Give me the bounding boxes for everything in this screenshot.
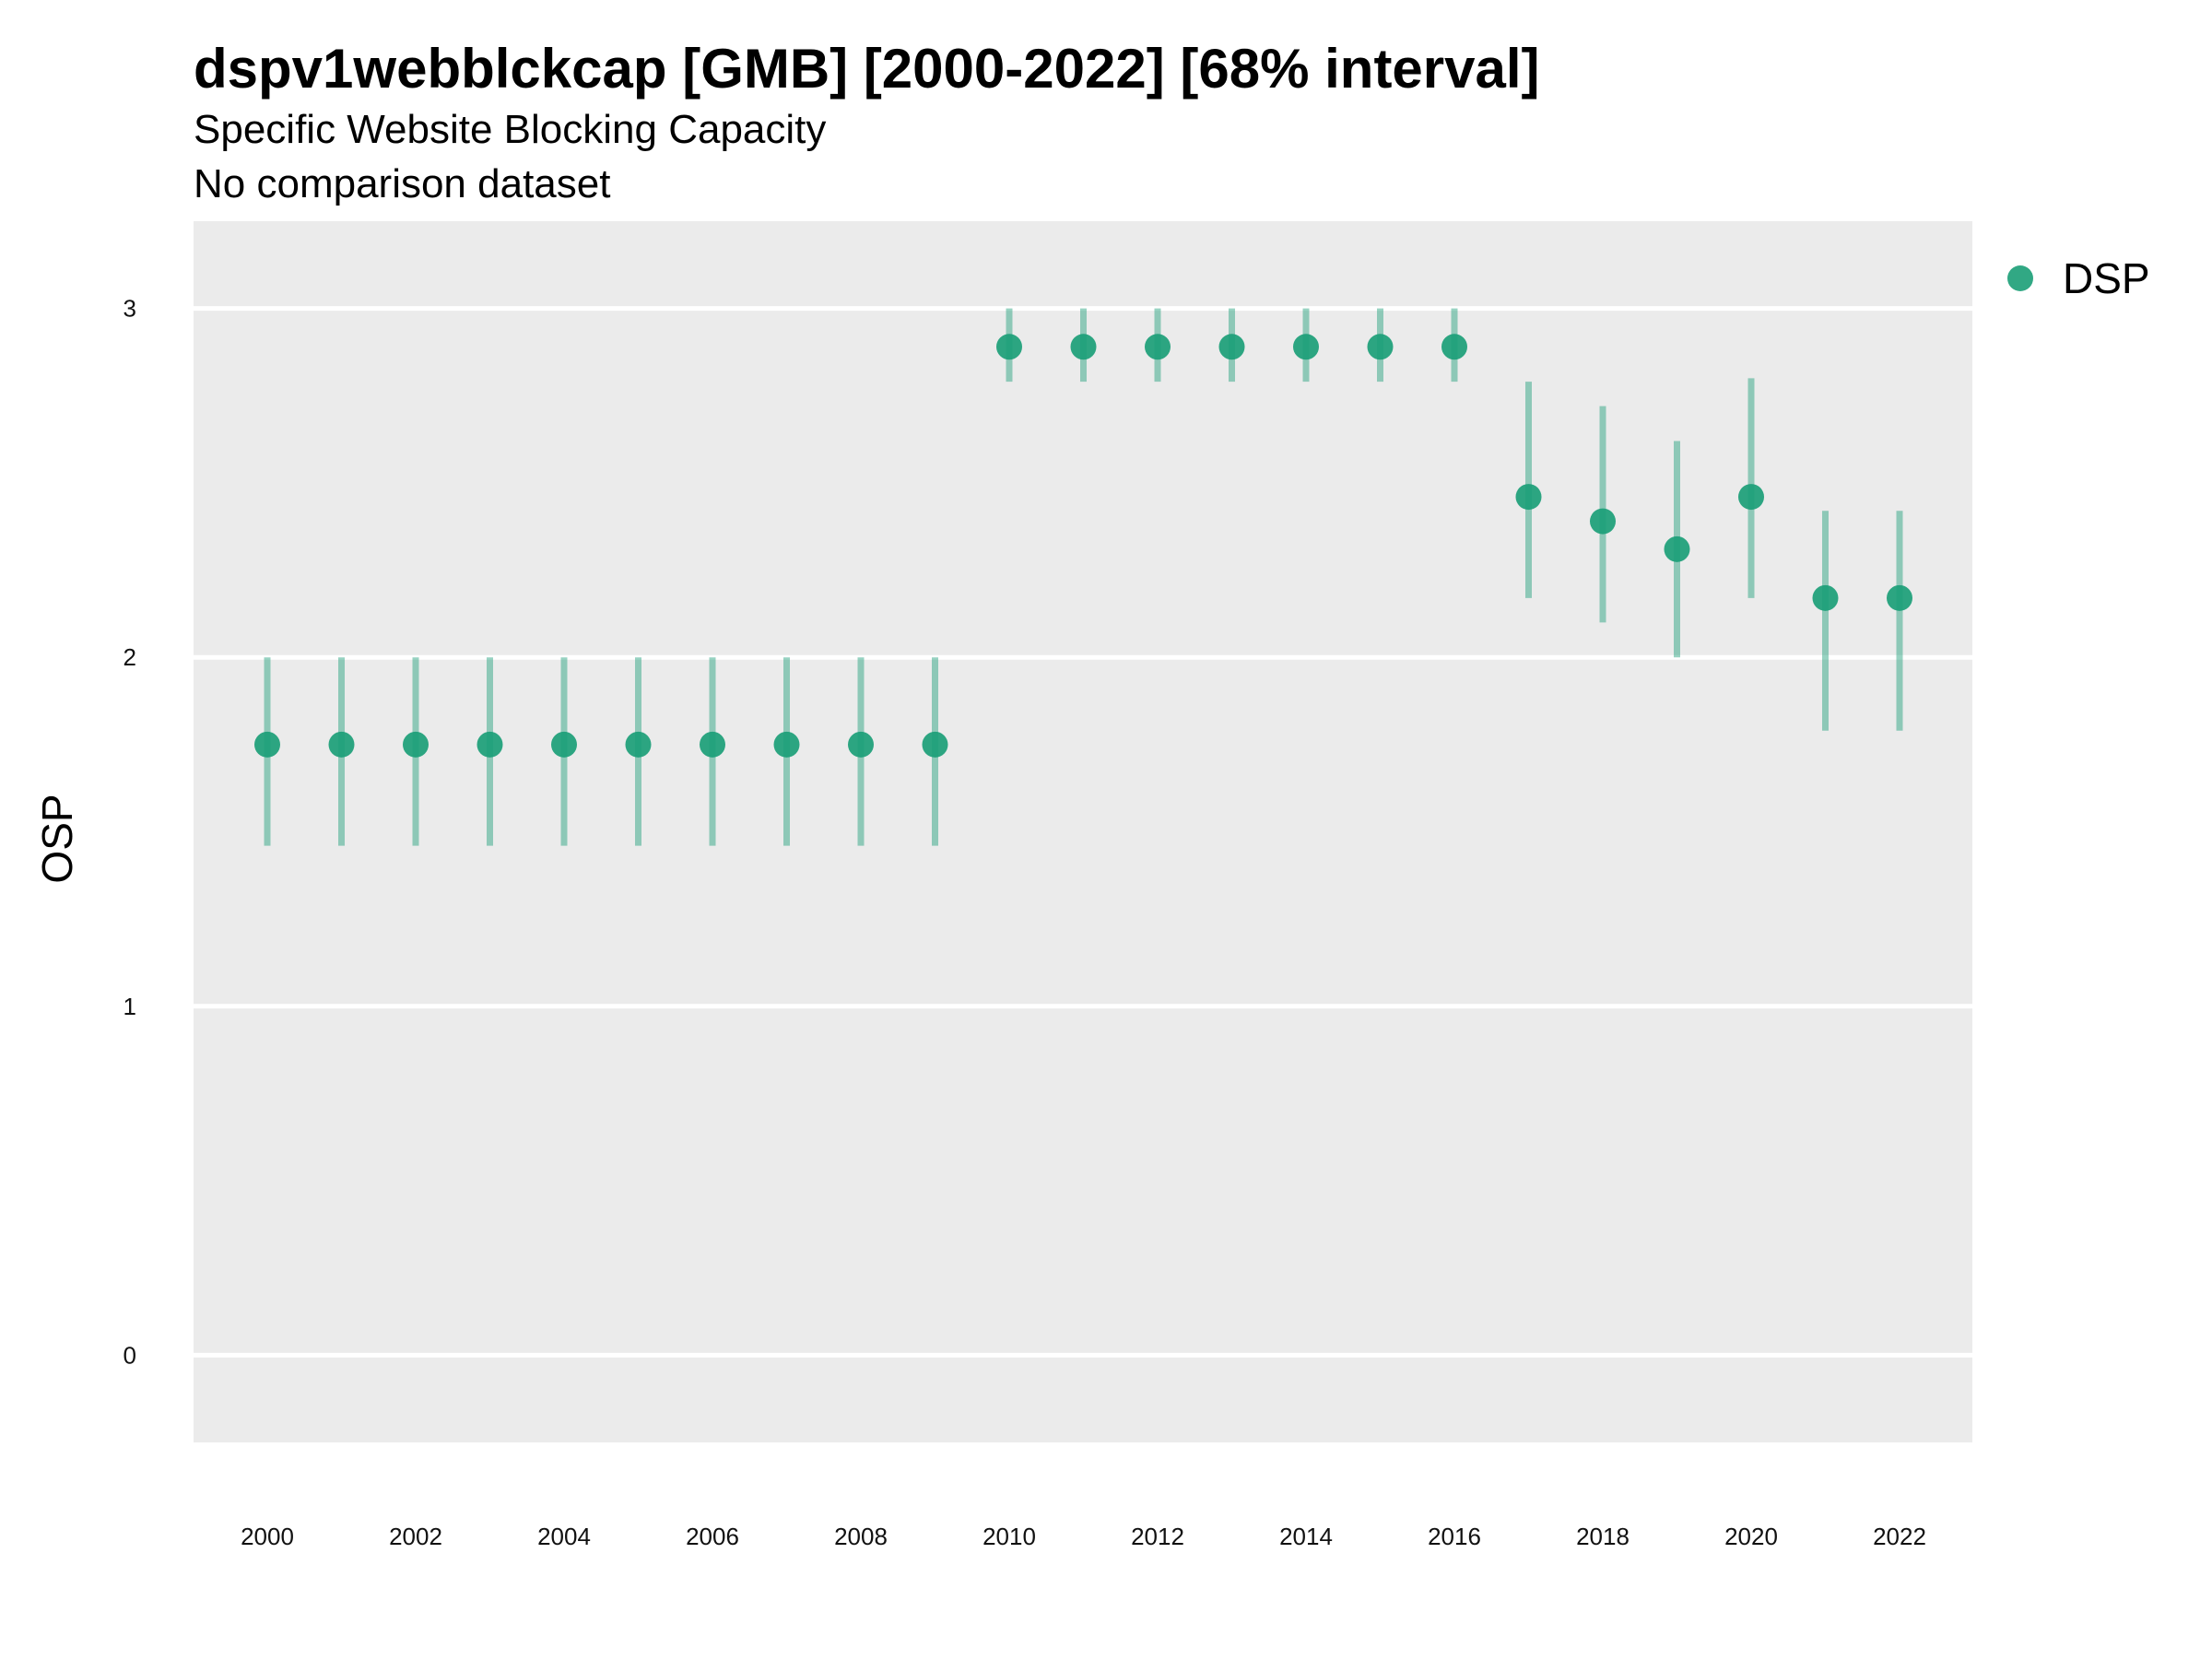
x-tick-label: 2006 [686, 1523, 739, 1550]
y-tick-label: 1 [124, 993, 136, 1020]
data-point [700, 731, 725, 758]
data-point [403, 731, 429, 758]
plot-panel [194, 221, 1972, 1442]
y-axis-label: OSP [33, 794, 81, 883]
chart-caption: No comparison dataset [194, 161, 610, 206]
data-point [1293, 334, 1319, 360]
chart-subtitle: Specific Website Blocking Capacity [194, 107, 826, 152]
data-point [1367, 334, 1394, 360]
x-tick-label: 2020 [1724, 1523, 1778, 1550]
data-point [1887, 584, 1912, 611]
y-tick-label: 3 [124, 295, 136, 323]
data-point [1218, 334, 1245, 360]
data-point [1664, 535, 1690, 562]
data-point [1812, 584, 1839, 611]
x-tick-label: 2014 [1279, 1523, 1333, 1550]
data-point [996, 334, 1022, 360]
gridlines [153, 306, 1972, 1358]
legend: DSP [2007, 254, 2150, 302]
y-axis-ticks: 0 1 2 3 [124, 295, 136, 1370]
data-point [1145, 334, 1171, 360]
x-tick-label: 2004 [537, 1523, 591, 1550]
data-point [1515, 484, 1542, 511]
x-tick-label: 2010 [982, 1523, 1036, 1550]
data-point [477, 731, 503, 758]
y-tick-label: 0 [124, 1341, 136, 1369]
x-tick-label: 2018 [1576, 1523, 1630, 1550]
x-tick-label: 2022 [1873, 1523, 1926, 1550]
data-point [922, 731, 948, 758]
data-point [1590, 508, 1616, 535]
x-tick-label: 2002 [389, 1523, 442, 1550]
data-point [328, 731, 355, 758]
legend-label-dsp: DSP [2063, 254, 2150, 302]
x-tick-label: 2008 [834, 1523, 888, 1550]
chart-title: dspv1webblckcap [GMB] [2000-2022] [68% i… [194, 38, 1540, 100]
x-tick-label: 2000 [241, 1523, 294, 1550]
x-axis-ticks: 2000 2002 2004 2006 2008 2010 2012 2014 2016 2018… [241, 1523, 1926, 1550]
data-point [551, 731, 577, 758]
x-tick-label: 2012 [1131, 1523, 1184, 1550]
data-point [773, 731, 800, 758]
y-tick-label: 2 [124, 643, 136, 671]
data-point [1070, 334, 1097, 360]
data-point [625, 731, 652, 758]
data-point [848, 731, 874, 758]
legend-marker-dsp [2007, 265, 2033, 291]
data-points [254, 334, 1912, 758]
data-point [1441, 334, 1467, 360]
data-point [254, 731, 280, 758]
data-point [1738, 484, 1764, 511]
x-tick-label: 2016 [1428, 1523, 1481, 1550]
